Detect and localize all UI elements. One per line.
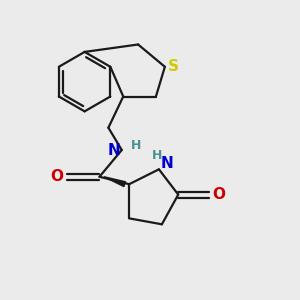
Text: N: N bbox=[107, 142, 120, 158]
Text: S: S bbox=[168, 59, 179, 74]
Text: H: H bbox=[131, 139, 141, 152]
Polygon shape bbox=[104, 177, 126, 187]
Text: O: O bbox=[212, 187, 225, 202]
Text: H: H bbox=[152, 149, 163, 162]
Text: N: N bbox=[160, 157, 173, 172]
Text: O: O bbox=[50, 169, 63, 184]
